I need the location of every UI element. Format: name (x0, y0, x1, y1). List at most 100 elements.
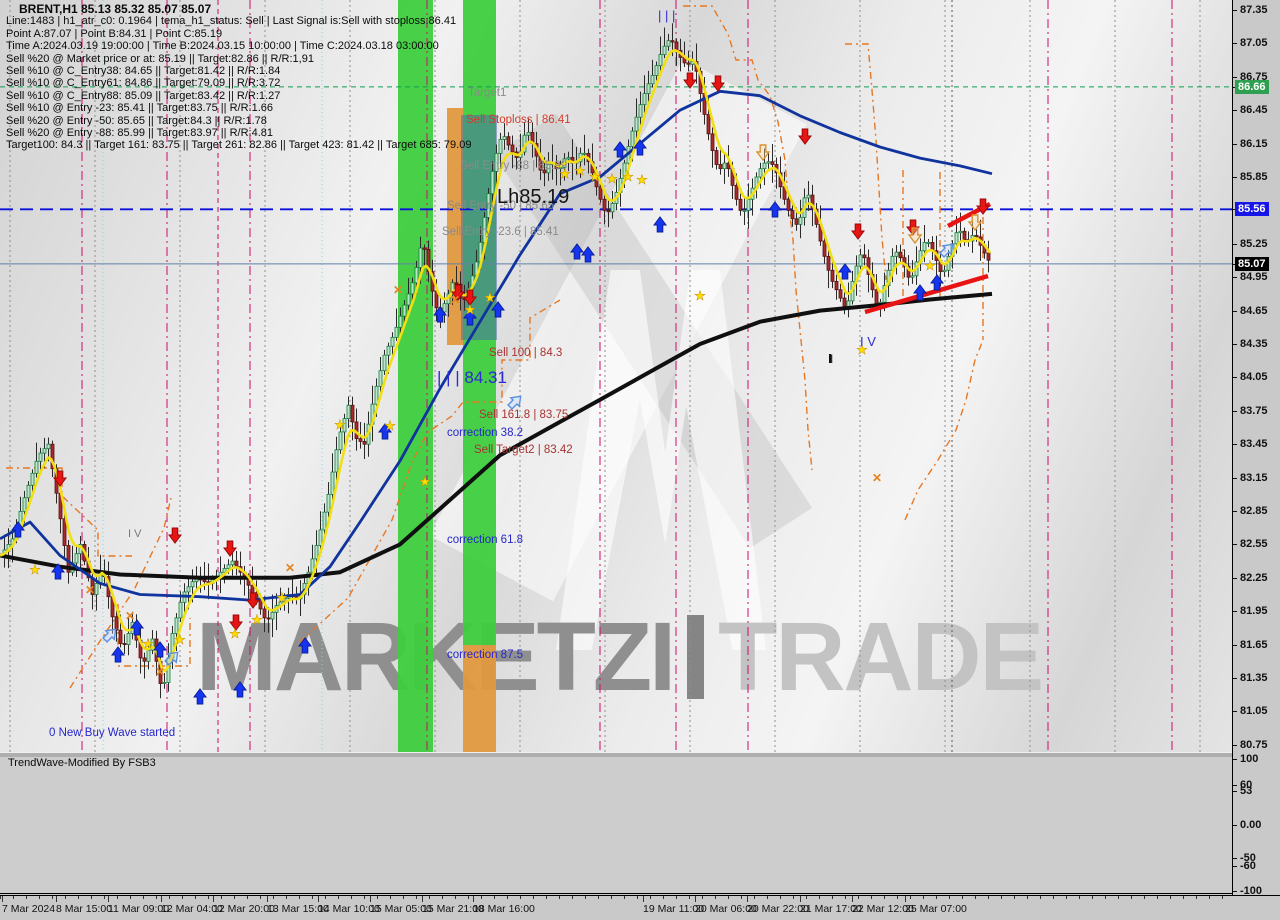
time-minor-tick (936, 896, 937, 899)
weak-sell-arrow-icon (907, 227, 923, 245)
sell-arrow-icon (451, 284, 465, 301)
axis-tick (1233, 644, 1237, 646)
watermark-word2: TRADE (718, 602, 1044, 711)
time-minor-tick (182, 896, 183, 899)
axis-tick (1233, 177, 1237, 178)
price-axis[interactable]: 87.35 87.05 86.75 86.45 86.15 85.85 85.25 84.95… (1232, 0, 1280, 897)
highlight-band (398, 0, 433, 755)
time-tick-label: 12 Mar 04:00 (161, 903, 223, 915)
time-minor-tick (260, 896, 261, 899)
time-minor-tick (1118, 896, 1119, 899)
star-icon: ★ (856, 342, 868, 357)
axis-tick (1233, 344, 1237, 345)
time-minor-tick (715, 896, 716, 899)
time-minor-tick (364, 896, 365, 899)
trendline[interactable] (864, 273, 989, 315)
fast-ma-line (0, 48, 992, 673)
time-minor-tick (975, 896, 976, 899)
time-minor-tick (377, 896, 378, 899)
buy-arrow-icon (463, 309, 477, 326)
time-minor-tick (637, 896, 638, 899)
axis-tick (1233, 310, 1237, 312)
buy-arrow-icon (930, 274, 944, 291)
time-tick-label: 19 Mar 11:00 (643, 903, 705, 915)
axis-tick (1233, 611, 1237, 613)
time-minor-tick (507, 896, 508, 899)
buy-arrow-icon (570, 243, 584, 260)
time-minor-tick (299, 896, 300, 899)
price-tick-label: 84.65 (1240, 304, 1268, 317)
time-minor-tick (988, 896, 989, 899)
buy-arrow-icon (130, 619, 144, 636)
axis-tick (1233, 377, 1237, 379)
highlight-band (463, 645, 496, 755)
time-minor-tick (1027, 896, 1028, 899)
time-minor-tick (169, 896, 170, 899)
weak-buy-arrow-icon (164, 651, 179, 666)
price-tick-label: 81.95 (1240, 605, 1268, 618)
axis-tick (1233, 76, 1237, 78)
time-minor-tick (130, 896, 131, 899)
time-major-tick (422, 896, 423, 902)
trail-line (69, 497, 172, 689)
indicator-tick-label: -50 (1240, 852, 1256, 864)
time-minor-tick (312, 896, 313, 899)
time-minor-tick (650, 896, 651, 899)
time-minor-tick (1131, 896, 1132, 899)
time-minor-tick (819, 896, 820, 899)
time-minor-tick (1001, 896, 1002, 899)
time-minor-tick (663, 896, 664, 899)
time-minor-tick (793, 896, 794, 899)
star-icon: ★ (29, 562, 41, 577)
buy-arrow-icon (913, 284, 927, 301)
star-icon: ★ (559, 166, 571, 181)
time-minor-tick (13, 896, 14, 899)
time-minor-tick (390, 896, 391, 899)
weak-sell-arrow-icon (755, 144, 771, 162)
price-tick-label: 84.05 (1240, 371, 1268, 384)
sell-arrow-icon (168, 527, 182, 544)
buy-arrow-icon (838, 263, 852, 280)
time-axis[interactable]: 7 Mar 2024 8 Mar 15:00 11 Mar 09:00 12 Mar … (0, 895, 1280, 920)
indicator-panel[interactable] (0, 757, 1232, 893)
star-icon: ★ (384, 418, 396, 433)
time-tick-label: 8 Mar 15:00 (56, 903, 113, 915)
time-tick-label: 12 Mar 20:00 (213, 903, 275, 915)
time-minor-tick (1040, 896, 1041, 899)
time-minor-tick (143, 896, 144, 899)
buy-arrow-icon (581, 246, 595, 263)
axis-tick (1233, 677, 1237, 679)
time-minor-tick (845, 896, 846, 899)
trail-line (117, 604, 191, 667)
time-minor-tick (546, 896, 547, 899)
time-minor-tick (624, 896, 625, 899)
time-minor-tick (455, 896, 456, 899)
time-minor-tick (1209, 896, 1210, 899)
time-minor-tick (754, 896, 755, 899)
price-tick-label: 81.05 (1240, 705, 1268, 718)
time-minor-tick (780, 896, 781, 899)
time-major-tick (108, 896, 109, 902)
trail-line (683, 5, 813, 471)
price-tick-label: 86.75 (1240, 70, 1268, 83)
cross-icon: ✕ (450, 293, 460, 307)
time-major-tick (56, 896, 57, 902)
time-major-tick (267, 896, 268, 902)
time-minor-tick (1222, 896, 1223, 899)
time-minor-tick (442, 896, 443, 899)
axis-tick (1233, 243, 1237, 245)
buy-arrow-icon (111, 646, 125, 663)
time-minor-tick (520, 896, 521, 899)
time-minor-tick (871, 896, 872, 899)
sell-arrow-icon (229, 614, 243, 631)
cross-icon: ✕ (872, 471, 882, 485)
time-minor-tick (741, 896, 742, 899)
cross-icon: ✕ (393, 283, 403, 297)
time-minor-tick (52, 896, 53, 899)
time-tick-label: 11 Mar 09:00 (108, 903, 170, 915)
time-minor-tick (91, 896, 92, 899)
price-badge: 86.66 (1235, 79, 1269, 94)
time-minor-tick (429, 896, 430, 899)
time-minor-tick (910, 896, 911, 899)
axis-tick (1233, 10, 1237, 12)
